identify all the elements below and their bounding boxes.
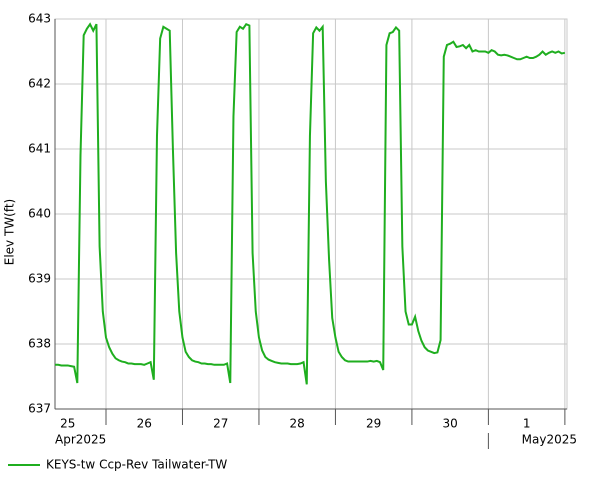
y-tick-label: 637	[28, 402, 51, 416]
data-line	[55, 22, 566, 385]
x-tick-label: 26	[137, 417, 152, 431]
x-tick-label: 28	[290, 417, 305, 431]
y-tick-label: 639	[28, 272, 51, 286]
y-tick-label: 638	[28, 337, 51, 351]
y-tick-label: 643	[28, 12, 51, 26]
month-label: May2025	[522, 433, 577, 447]
x-tick-label: 29	[366, 417, 381, 431]
y-axis-label: Elev TW(ft)	[3, 199, 17, 266]
y-tick-label: 640	[28, 207, 51, 221]
y-tick-label: 642	[28, 77, 51, 91]
x-tick-label: 27	[213, 417, 228, 431]
x-tick-label: 1	[523, 417, 531, 431]
legend-label: KEYS-tw Ccp-Rev Tailwater-TW	[46, 458, 227, 472]
month-label: Apr2025	[55, 433, 106, 447]
x-tick-label: 25	[60, 417, 75, 431]
x-tick-label: 30	[443, 417, 458, 431]
y-tick-label: 641	[28, 142, 51, 156]
